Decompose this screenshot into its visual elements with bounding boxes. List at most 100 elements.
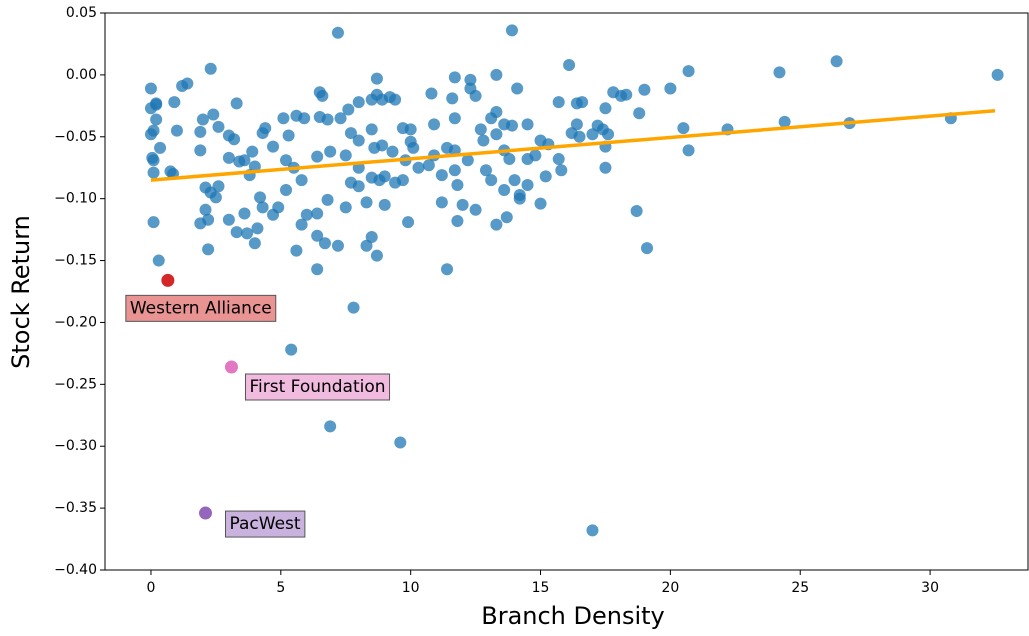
scatter-point xyxy=(202,243,215,256)
scatter-point xyxy=(272,201,285,214)
highlight-point xyxy=(199,506,213,520)
scatter-point xyxy=(386,145,399,158)
scatter-point xyxy=(339,201,352,214)
scatter-point xyxy=(144,82,157,95)
scatter-point xyxy=(295,218,308,231)
scatter-point xyxy=(534,197,547,210)
scatter-point xyxy=(508,174,521,187)
scatter-point xyxy=(570,118,583,131)
scatter-point xyxy=(311,229,324,242)
scatter-point xyxy=(513,192,526,205)
scatter-point xyxy=(396,174,409,187)
scatter-point xyxy=(280,184,293,197)
scatter-point xyxy=(181,77,194,90)
scatter-point xyxy=(365,231,378,244)
scatter-point xyxy=(238,154,251,167)
scatter-point xyxy=(529,149,542,162)
scatter-point xyxy=(378,170,391,183)
scatter-point xyxy=(425,87,438,100)
scatter-point xyxy=(147,216,160,229)
scatter-point xyxy=(365,123,378,136)
scatter-point xyxy=(485,174,498,187)
scatter-point xyxy=(428,118,441,131)
scatter-point xyxy=(521,118,534,131)
highlight-point xyxy=(224,360,238,374)
scatter-point xyxy=(311,207,324,220)
scatter-point xyxy=(290,244,303,257)
scatter-point xyxy=(277,112,290,125)
scatter-point xyxy=(620,88,633,101)
scatter-point xyxy=(248,237,261,250)
scatter-point xyxy=(376,139,389,152)
scatter-point xyxy=(599,161,612,174)
scatter-point xyxy=(451,179,464,192)
scatter-point xyxy=(490,128,503,141)
scatter-point xyxy=(280,154,293,167)
scatter-point xyxy=(394,436,407,449)
scatter-point xyxy=(347,301,360,314)
scatter-point xyxy=(241,227,254,240)
scatter-point xyxy=(339,149,352,162)
scatter-point xyxy=(352,134,365,147)
scatter-point xyxy=(352,180,365,193)
y-axis-label: Stock Return xyxy=(7,215,35,369)
scatter-point xyxy=(300,208,313,221)
x-axis-label: Branch Density xyxy=(481,602,665,630)
scatter-point xyxy=(474,123,487,136)
highlight-label: PacWest xyxy=(230,514,301,534)
x-tick-label: 5 xyxy=(276,580,285,596)
scatter-point xyxy=(511,82,524,95)
scatter-point xyxy=(360,196,373,209)
scatter-point xyxy=(539,170,552,183)
highlight-point xyxy=(161,273,175,287)
scatter-point xyxy=(573,130,586,143)
scatter-point xyxy=(448,112,461,125)
scatter-point xyxy=(682,65,695,78)
scatter-point xyxy=(461,154,474,167)
scatter-point xyxy=(435,169,448,182)
scatter-point xyxy=(256,201,269,214)
scatter-point xyxy=(552,96,565,109)
scatter-point xyxy=(342,103,355,116)
y-tick-label: −0.30 xyxy=(54,438,97,454)
scatter-point xyxy=(251,222,264,235)
scatter-point xyxy=(378,198,391,211)
scatter-point xyxy=(456,198,469,211)
y-tick-label: −0.20 xyxy=(54,314,97,330)
scatter-point xyxy=(552,153,565,166)
scatter-point xyxy=(490,68,503,81)
scatter-point xyxy=(638,83,651,96)
scatter-point xyxy=(586,128,599,141)
scatter-point xyxy=(563,58,576,71)
scatter-point xyxy=(150,98,163,111)
scatter-point xyxy=(586,524,599,537)
scatter-point xyxy=(500,211,513,224)
scatter-point xyxy=(370,72,383,85)
scatter-point xyxy=(331,239,344,252)
scatter-point xyxy=(285,343,298,356)
scatter-point xyxy=(154,141,167,154)
y-tick-label: −0.10 xyxy=(54,191,97,207)
scatter-point xyxy=(441,263,454,276)
scatter-point xyxy=(267,140,280,153)
scatter-point xyxy=(778,115,791,128)
scatter-point xyxy=(194,217,207,230)
scatter-point xyxy=(490,218,503,231)
highlight-label: Western Alliance xyxy=(130,298,272,318)
scatter-point xyxy=(446,92,459,105)
scatter-point xyxy=(451,214,464,227)
scatter-point xyxy=(150,113,163,126)
scatter-point xyxy=(435,196,448,209)
scatter-point xyxy=(344,127,357,140)
scatter-point xyxy=(196,113,209,126)
scatter-point xyxy=(370,249,383,262)
y-tick-label: −0.35 xyxy=(54,500,97,516)
y-tick-label: −0.05 xyxy=(54,129,97,145)
scatter-point xyxy=(602,128,615,141)
scatter-point xyxy=(630,205,643,218)
scatter-point xyxy=(448,164,461,177)
x-tick-label: 15 xyxy=(532,580,550,596)
scatter-point xyxy=(633,107,646,120)
scatter-point xyxy=(477,134,490,147)
scatter-point xyxy=(448,71,461,84)
